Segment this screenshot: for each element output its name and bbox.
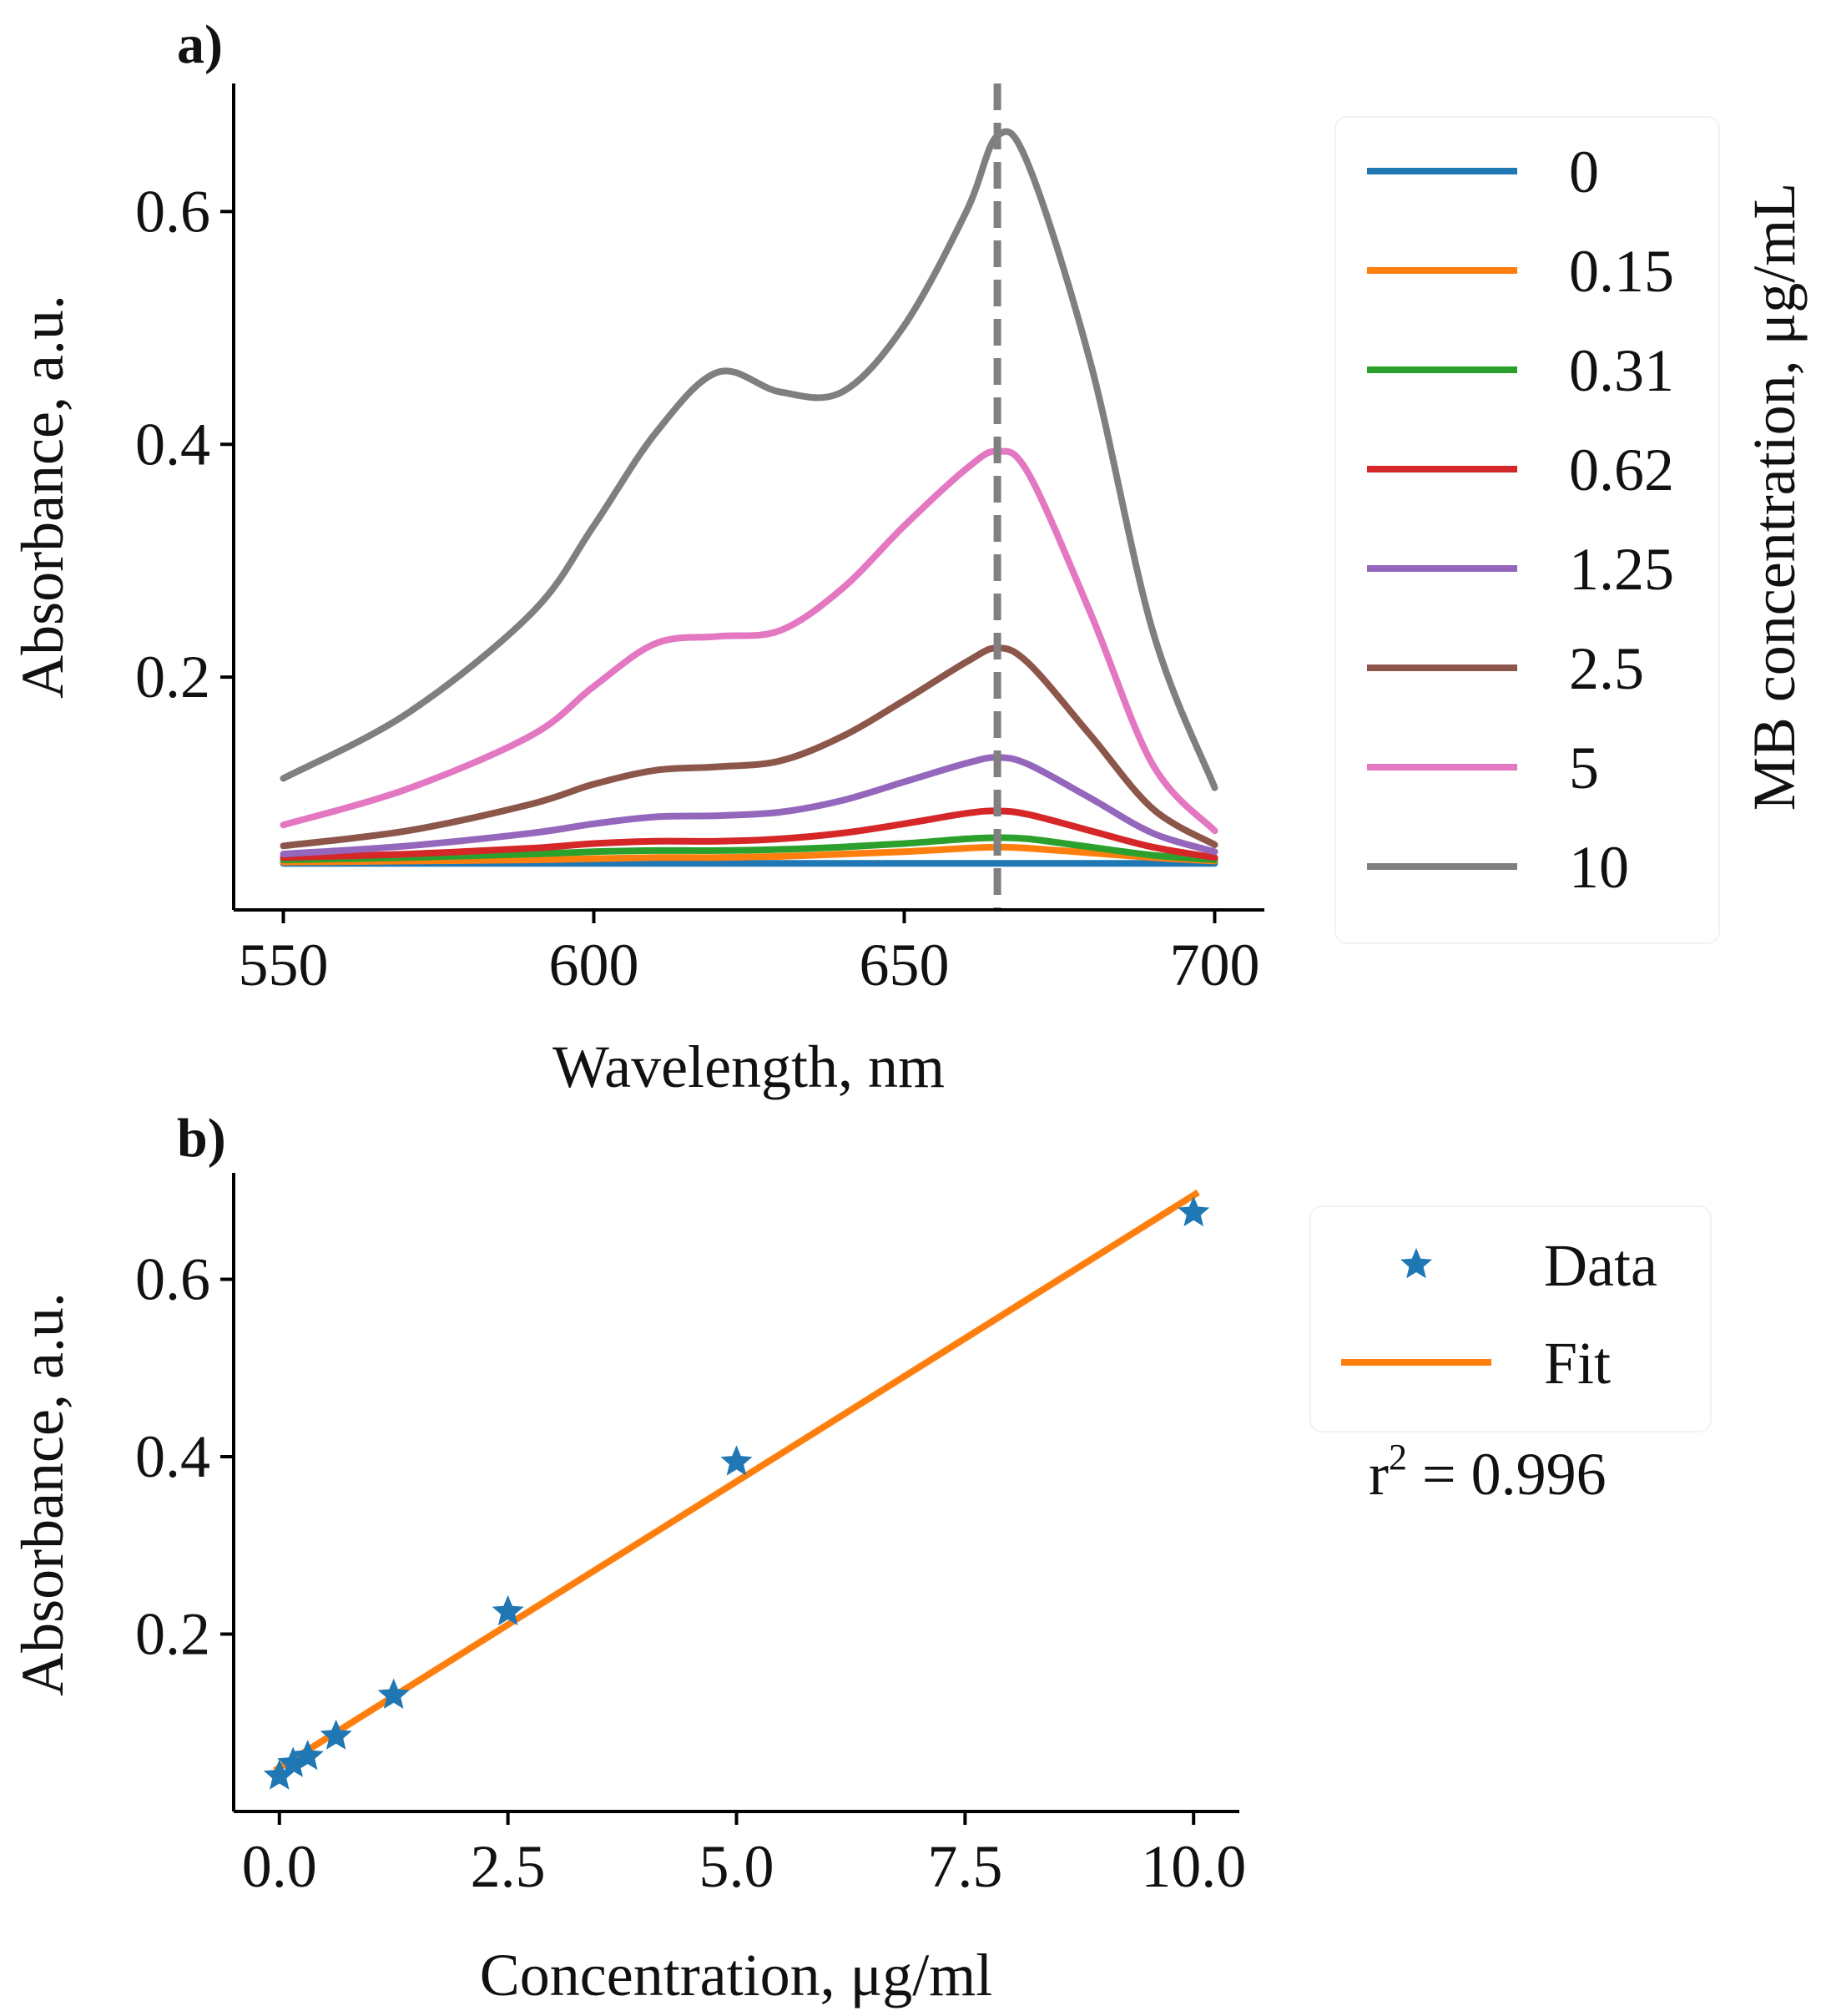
data-point [263,1759,295,1790]
panel-a-legend: 0 0.15 0.31 0.62 1.25 2.5 5 10 [1334,116,1720,944]
data-point [291,1740,324,1771]
panel-b-label: b) [177,1108,226,1169]
panel-a-x-ticks: 550 600 650 700 [239,910,1259,998]
panel-a-y-tick-label: 0.6 [135,178,210,245]
panel-b-x-tick-label: 0.0 [242,1833,317,1900]
series-line-0.62 [280,807,1218,861]
panel-a-y-tick-label: 0.2 [135,644,210,710]
panel-b-y-tick-label: 0.4 [135,1423,210,1490]
series-line-10 [280,128,1218,791]
panel-b-x-ticks: 0.0 2.5 5.0 7.5 10.0 [242,1811,1246,1900]
series-line-0.15 [280,843,1218,866]
legend-label-10: 10 [1569,834,1629,901]
legend-label-2.5: 2.5 [1569,635,1644,702]
panel-a-y-tick-label: 0.4 [135,411,210,477]
legend-label-data: Data [1544,1232,1657,1299]
panel-b: b) 0.0 2.5 5.0 7.5 10.0 0.2 0.4 0.6 Concentrat… [9,1108,1712,2008]
panel-b-fit-group [273,1189,1200,1774]
panel-b-y-tick-label: 0.2 [135,1601,210,1668]
data-point [277,1746,310,1777]
legend-label-0.31: 0.31 [1569,337,1674,404]
panel-a-series-group [280,128,1218,867]
legend-label-1.25: 1.25 [1569,536,1674,603]
legend-label-0.62: 0.62 [1569,437,1674,503]
panel-b-x-axis-label: Concentration, μg/ml [480,1942,993,2008]
r-squared-superscript: 2 [1389,1437,1407,1478]
data-point [720,1445,753,1476]
data-point [377,1678,410,1709]
data-point [492,1594,524,1626]
series-line-5 [280,447,1218,835]
series-line-1.25 [280,754,1218,858]
panel-a-legend-title: MB concentration, μg/mL [1741,183,1808,811]
panel-a-y-axis-label: Absorbance, a.u. [9,295,76,699]
panel-a-y-ticks: 0.2 0.4 0.6 [135,178,234,710]
series-line-0.31 [280,834,1218,863]
panel-b-y-axis-label: Absorbance, a.u. [9,1292,76,1696]
panel-b-x-tick-label: 10.0 [1141,1833,1246,1900]
panel-b-data-group [263,1195,1210,1790]
panel-a-x-tick-label: 550 [239,932,329,998]
panel-a: a) 550 600 650 700 0.2 0.4 0.6 Wavelength, nm… [9,14,1808,1100]
series-line-2.5 [280,644,1218,850]
data-point [1178,1195,1210,1226]
data-point [320,1719,352,1750]
panel-a-x-tick-label: 700 [1169,932,1259,998]
panel-a-plot-area [234,83,1264,910]
legend-label-0: 0 [1569,139,1599,205]
panel-b-y-tick-label: 0.6 [135,1246,210,1313]
r-squared-value: = 0.996 [1407,1441,1607,1508]
legend-marker-data [1400,1248,1432,1279]
panel-b-x-tick-label: 2.5 [471,1833,546,1900]
panel-a-x-axis-label: Wavelength, nm [552,1033,945,1100]
panel-b-legend: Data Fit [1309,1205,1712,1432]
r-squared-prefix: r [1369,1441,1389,1508]
panel-b-x-tick-label: 5.0 [699,1833,774,1900]
panel-b-y-ticks: 0.2 0.4 0.6 [135,1246,234,1668]
panel-a-legend-frame [1334,116,1720,944]
panel-a-x-tick-label: 600 [549,932,639,998]
legend-label-fit: Fit [1544,1330,1611,1397]
panel-b-x-tick-label: 7.5 [927,1833,1002,1900]
panel-a-label: a) [177,14,223,75]
fit-line [273,1189,1200,1774]
panel-b-plot-area [234,1173,1239,1811]
legend-label-5: 5 [1569,735,1599,801]
legend-label-0.15: 0.15 [1569,238,1674,305]
r-squared-annotation: r2 = 0.996 [1369,1437,1607,1508]
panel-a-x-tick-label: 650 [859,932,949,998]
